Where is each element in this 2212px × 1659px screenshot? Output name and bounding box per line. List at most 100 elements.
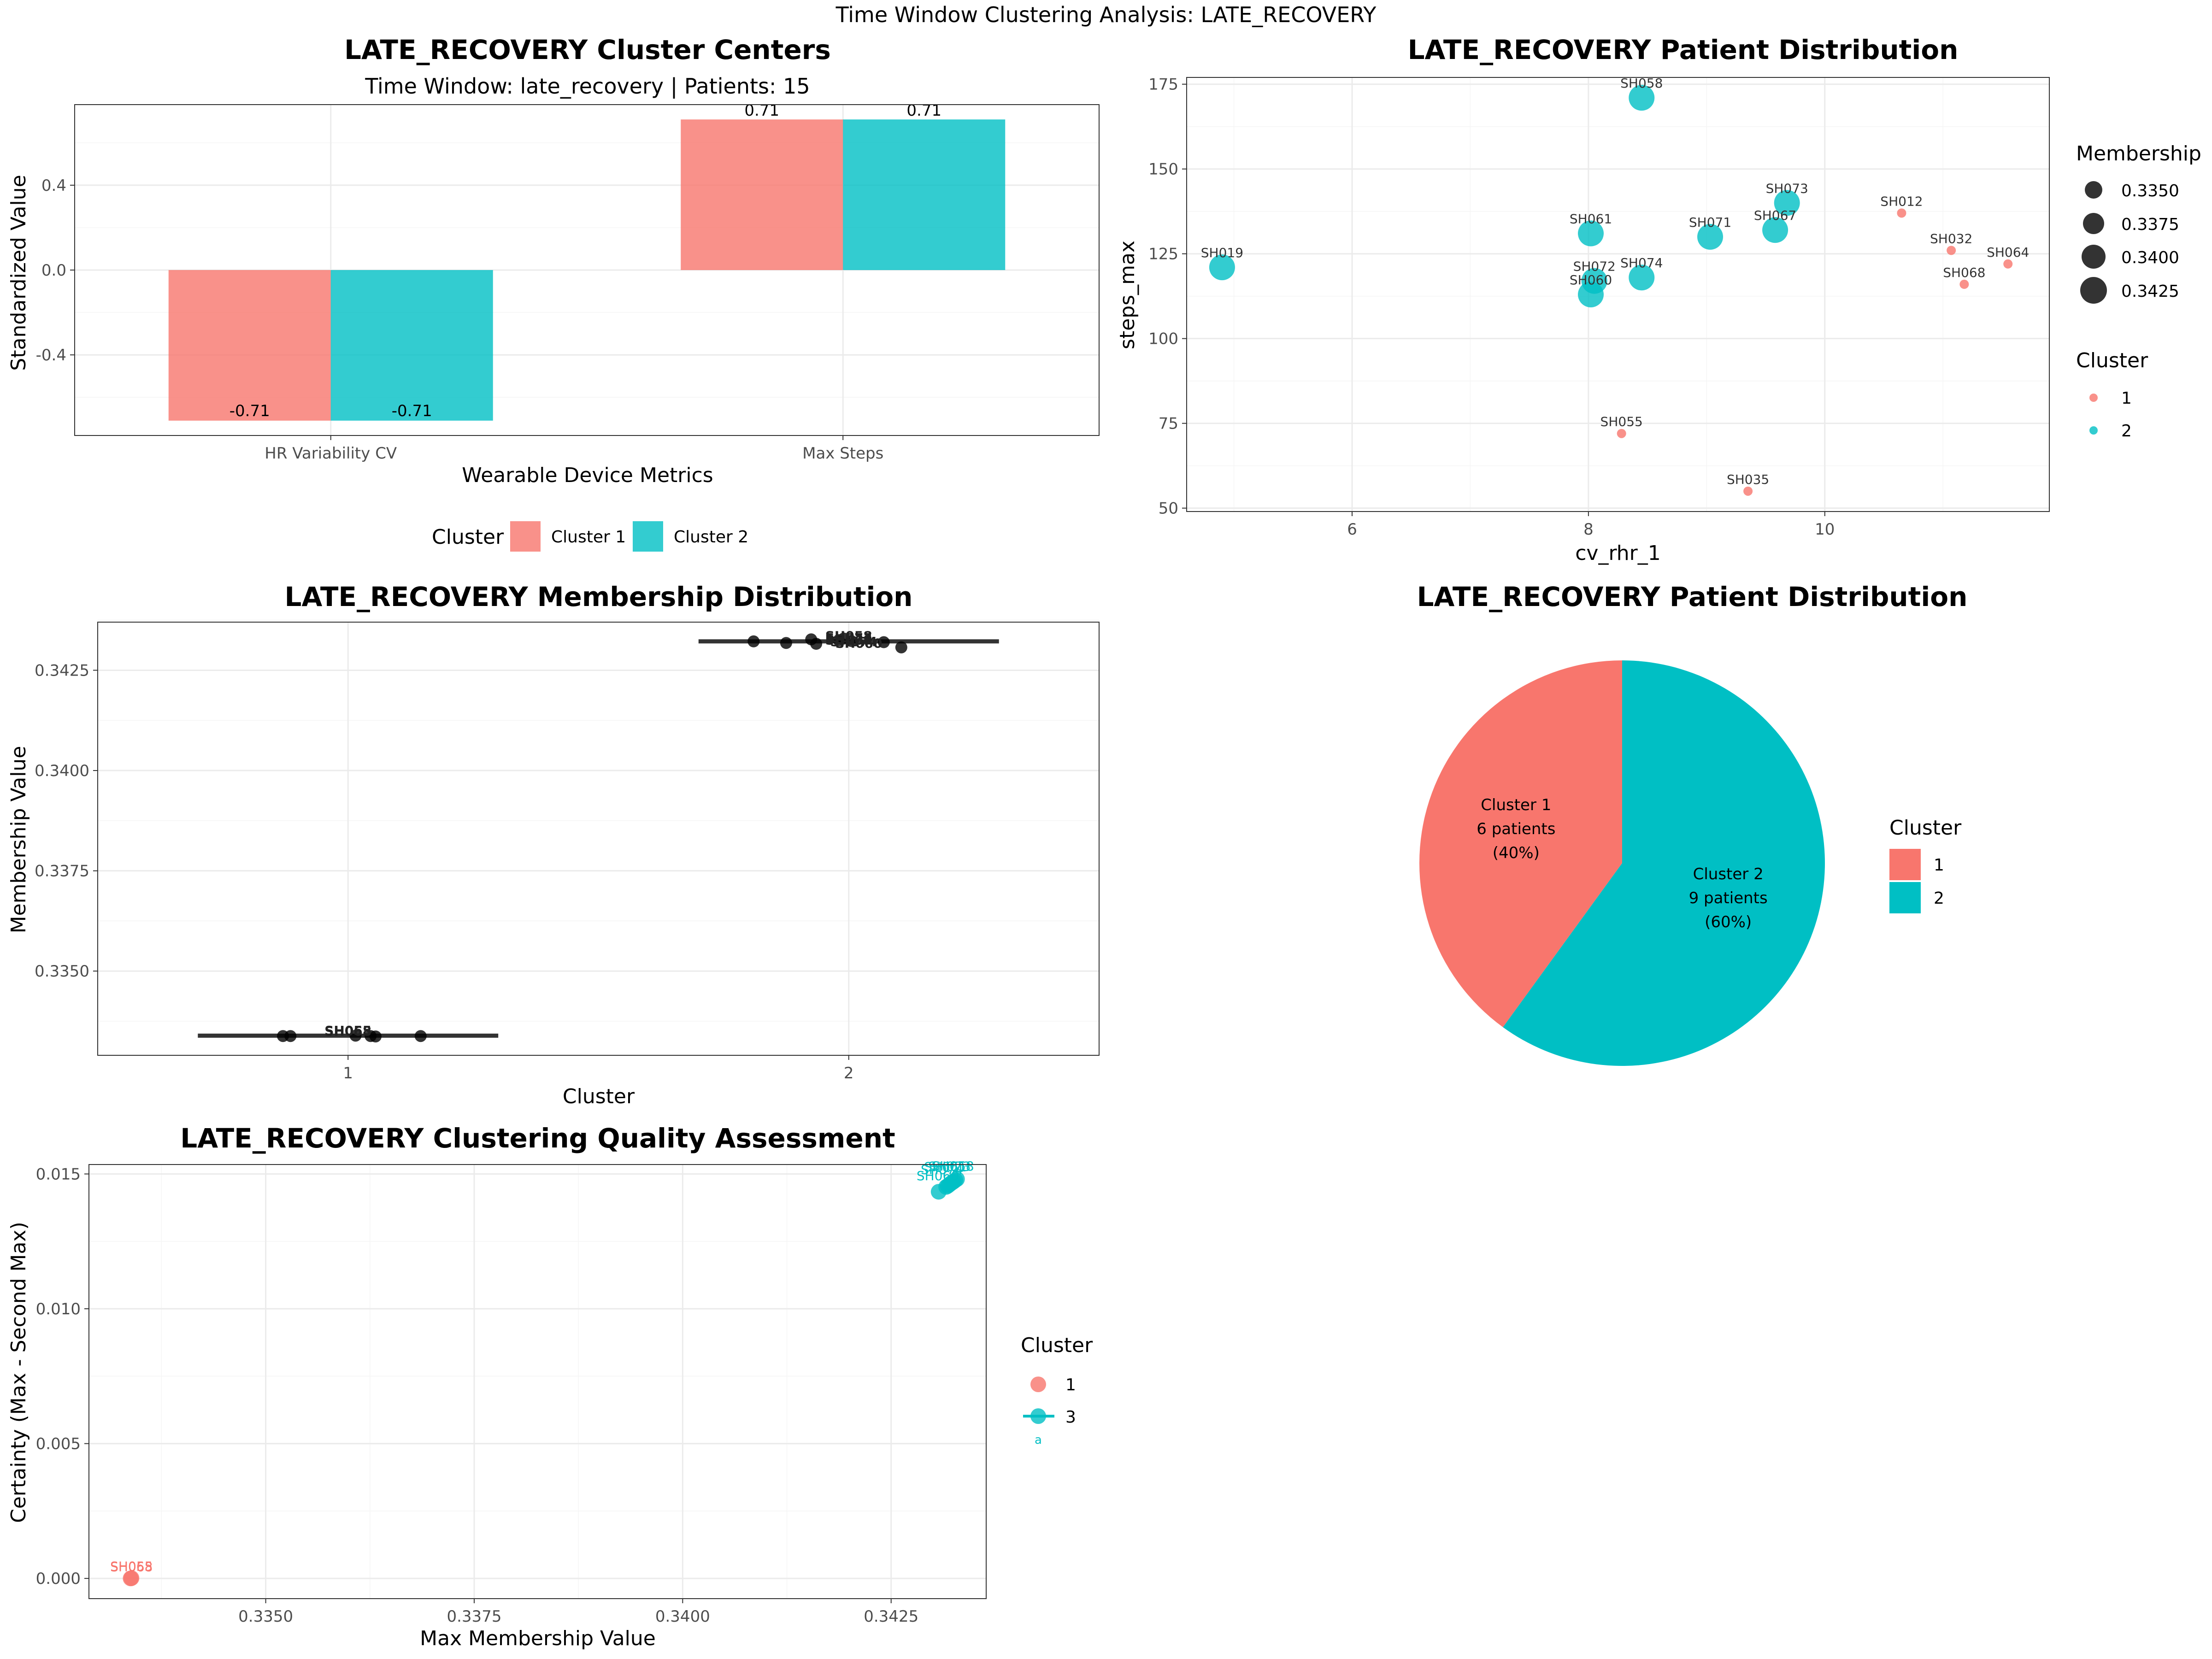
scatter-point-label-SH061: SH061: [1570, 212, 1612, 227]
quality-ytick-label-2: 0.010: [36, 1300, 81, 1318]
cluster-centers-title: LATE_RECOVERY Cluster Centers: [344, 34, 831, 65]
scatter-cluster-legend: Cluster 1 2: [2076, 349, 2148, 441]
scatter-border: [1186, 77, 2050, 512]
membership-point-7: [780, 637, 792, 649]
quality-legend: Cluster 1 3 a: [1021, 1334, 1093, 1447]
patient-scatter-ylabel: steps_max: [1116, 241, 1139, 349]
cluster-centers-ylabel: Standardized Value: [7, 175, 30, 371]
scatter-point-SH060: [1578, 282, 1604, 307]
membership-point-9: [810, 638, 823, 650]
patient-scatter-panel: LATE_RECOVERY Patient Distribution SH058…: [1116, 34, 2201, 565]
legend-label-cluster-1: Cluster 1: [551, 528, 626, 547]
pie-legend-title: Cluster: [1889, 816, 1962, 840]
scatter-point-label-SH058: SH058: [1620, 76, 1663, 91]
legend-label-cluster-2: Cluster 2: [674, 528, 748, 547]
membership-background: [98, 622, 1099, 1055]
patient-scatter-plot: SH058 SH073 SH012 SH061 SH071 SH067 SH032 SH064…: [1148, 76, 2050, 539]
quality-xlabel: Max Membership Value: [420, 1627, 656, 1650]
quality-ylabel: Certainty (Max - Second Max): [7, 1222, 30, 1523]
membership-point-14: [895, 641, 907, 653]
scatter-point-label-SH019: SH019: [1201, 245, 1243, 260]
membership-ytick-label-1: 0.3375: [35, 862, 89, 881]
pie-label-cluster-2-line-2: (60%): [1705, 913, 1752, 931]
quality-point-label-0: SH055: [110, 1559, 153, 1574]
scatter-point-label-SH055: SH055: [1600, 414, 1643, 429]
membership-point-label-2: SH058: [825, 629, 872, 644]
membership-border: [97, 622, 1100, 1056]
pie-key-label-2: 2: [1934, 889, 1944, 908]
size-key-0: [2085, 181, 2102, 199]
quality-point-cluster2-8: [949, 1171, 965, 1187]
size-label-3: 0.3425: [2121, 282, 2179, 301]
cluster-centers-legend-title: Cluster: [432, 525, 504, 549]
scatter-point-label-SH032: SH032: [1930, 231, 1972, 246]
scatter-point-SH074: [1629, 265, 1655, 291]
patient-pie-panel: LATE_RECOVERY Patient Distribution Clust…: [1417, 581, 1967, 1066]
quality-legend-title: Cluster: [1021, 1334, 1093, 1357]
scatter-xtick-label-2: 10: [1815, 520, 1835, 539]
legend-key-cluster-1: [510, 521, 541, 552]
size-label-1: 0.3375: [2121, 215, 2179, 234]
bar-value-label-2-0: -0.71: [392, 402, 432, 420]
scatter-point-SH019: [1209, 254, 1235, 281]
figure-suptitle: Time Window Clustering Analysis: LATE_RE…: [835, 2, 1377, 27]
quality-ytick-label-1: 0.005: [36, 1435, 81, 1453]
quality-background: [89, 1165, 986, 1599]
scatter-key-label-2: 2: [2121, 422, 2132, 441]
size-key-1: [2083, 213, 2104, 234]
quality-point-label-1: SH068: [110, 1559, 153, 1574]
scatter-point-label-SH035: SH035: [1727, 472, 1769, 487]
scatter-point-label-SH012: SH012: [1880, 194, 1923, 209]
membership-legend-title: Membership: [2076, 142, 2201, 165]
membership-point-6: [747, 635, 760, 647]
quality-xtick-label-1: 0.3375: [447, 1607, 501, 1626]
membership-point-label-1: SH068: [324, 1024, 371, 1039]
scatter-point-label-SH068: SH068: [1943, 265, 1985, 280]
size-label-0: 0.3350: [2121, 182, 2179, 200]
membership-point-label-3: SH073: [825, 630, 872, 646]
bar-cluster-2-1: [843, 119, 1006, 270]
scatter-point-SH058: [1629, 85, 1655, 111]
pie-label-cluster-2-line-1: 9 patients: [1689, 889, 1768, 907]
quality-title: LATE_RECOVERY Clustering Quality Assessm…: [180, 1123, 895, 1154]
bar-value-label-1-0: -0.71: [229, 402, 270, 420]
scatter-point-SH055: [1617, 429, 1626, 438]
scatter-point-label-SH073: SH073: [1766, 181, 1808, 196]
quality-point-label-3: SH061: [924, 1159, 966, 1175]
patient-scatter-title: LATE_RECOVERY Patient Distribution: [1408, 34, 1959, 65]
centers-ytick-label-1: 0.0: [41, 261, 66, 280]
membership-ytick-label-0: 0.3350: [35, 962, 89, 981]
cluster-centers-subtitle: Time Window: late_recovery | Patients: 1…: [365, 74, 810, 99]
scatter-point-SH061: [1578, 220, 1604, 247]
quality-panel: LATE_RECOVERY Clustering Quality Assessm…: [7, 1123, 1093, 1650]
membership-point-2: [349, 1030, 362, 1042]
membership-box-ylabel: Membership Value: [7, 746, 30, 934]
bar-cluster-2-0: [330, 270, 493, 421]
quality-key-glyph: a: [1035, 1433, 1042, 1447]
pie-slice-cluster-1: [1419, 660, 1622, 1027]
scatter-point-SH071: [1697, 224, 1724, 250]
quality-xtick-label-0: 0.3350: [238, 1607, 293, 1626]
membership-point-12: [845, 635, 858, 647]
pie-label-cluster-1-line-2: (40%): [1493, 844, 1540, 862]
quality-xtick-label-3: 0.3425: [864, 1607, 918, 1626]
membership-box-title: LATE_RECOVERY Membership Distribution: [285, 581, 913, 612]
scatter-point-label-SH072: SH072: [1573, 259, 1616, 274]
scatter-key-2: [2089, 426, 2098, 435]
size-label-2: 0.3400: [2121, 248, 2179, 267]
quality-point-label-6: SH060: [917, 1168, 959, 1183]
membership-box-panel: LATE_RECOVERY Membership Distribution SH…: [7, 581, 1100, 1108]
centers-ytick-label-2: 0.4: [41, 176, 66, 195]
scatter-point-label-SH064: SH064: [1987, 245, 2029, 260]
membership-point-label-5: SH074: [830, 634, 877, 649]
cluster-centers-legend: Cluster Cluster 1 Cluster 2: [432, 521, 748, 552]
scatter-key-label-1: 1: [2121, 389, 2132, 408]
centers-xtick-label-1: Max Steps: [802, 444, 883, 463]
centers-ytick-label-0: -0.4: [36, 346, 66, 365]
scatter-xtick-label-1: 8: [1583, 520, 1594, 539]
centers-xtick-label-0: HR Variability CV: [265, 444, 397, 463]
membership-point-13: [877, 636, 890, 648]
membership-point-5: [414, 1030, 427, 1042]
